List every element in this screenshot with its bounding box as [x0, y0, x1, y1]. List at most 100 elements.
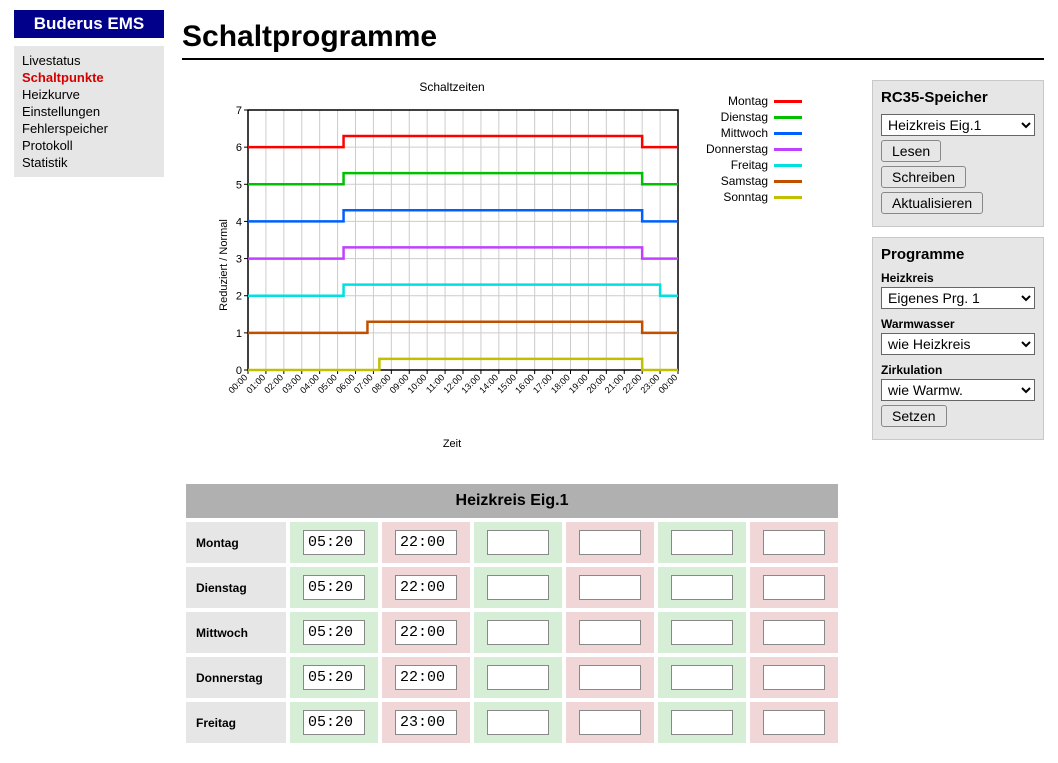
day-cell: Montag: [186, 522, 286, 563]
time-input[interactable]: [579, 620, 641, 645]
svg-text:13:00: 13:00: [459, 372, 482, 395]
time-input[interactable]: [763, 710, 825, 735]
svg-text:21:00: 21:00: [603, 372, 626, 395]
time-input[interactable]: [671, 575, 733, 600]
on-cell: [474, 612, 562, 653]
zirkulation-select[interactable]: wie Warmw.: [881, 379, 1035, 401]
time-input[interactable]: [671, 665, 733, 690]
schedule-table: Heizkreis Eig.1MontagDienstagMittwochDon…: [182, 480, 842, 747]
off-cell: [382, 702, 470, 743]
time-input[interactable]: [487, 665, 549, 690]
svg-text:10:00: 10:00: [406, 372, 429, 395]
off-cell: [566, 612, 654, 653]
off-cell: [382, 522, 470, 563]
legend-item: Mittwoch: [706, 126, 802, 140]
svg-text:07:00: 07:00: [352, 372, 375, 395]
rc35-select[interactable]: Heizkreis Eig.1: [881, 114, 1035, 136]
svg-text:22:00: 22:00: [621, 372, 644, 395]
svg-text:06:00: 06:00: [334, 372, 357, 395]
chart-x-label: Zeit: [212, 438, 692, 450]
nav-menu: LivestatusSchaltpunkteHeizkurveEinstellu…: [14, 46, 164, 177]
svg-text:01:00: 01:00: [244, 372, 267, 395]
svg-text:02:00: 02:00: [262, 372, 285, 395]
time-input[interactable]: [303, 710, 365, 735]
sidebar: Buderus EMS LivestatusSchaltpunkteHeizku…: [14, 10, 164, 177]
time-input[interactable]: [763, 530, 825, 555]
svg-text:14:00: 14:00: [477, 372, 500, 395]
schreiben-button[interactable]: Schreiben: [881, 166, 966, 188]
nav-item-protokoll[interactable]: Protokoll: [22, 137, 156, 154]
svg-text:11:00: 11:00: [424, 372, 447, 395]
on-cell: [290, 567, 378, 608]
time-input[interactable]: [671, 710, 733, 735]
on-cell: [290, 702, 378, 743]
time-input[interactable]: [303, 575, 365, 600]
time-input[interactable]: [763, 620, 825, 645]
nav-item-fehlerspeicher[interactable]: Fehlerspeicher: [22, 120, 156, 137]
svg-text:00:00: 00:00: [226, 372, 249, 395]
time-input[interactable]: [395, 620, 457, 645]
nav-item-heizkurve[interactable]: Heizkurve: [22, 86, 156, 103]
svg-text:3: 3: [236, 254, 242, 266]
time-input[interactable]: [487, 575, 549, 600]
time-input[interactable]: [487, 710, 549, 735]
legend-item: Donnerstag: [706, 142, 802, 156]
rc35-panel: RC35-Speicher Heizkreis Eig.1 Lesen Schr…: [872, 80, 1044, 227]
page-title: Schaltprogramme: [182, 20, 1044, 54]
warmwasser-label: Warmwasser: [881, 317, 1035, 331]
time-input[interactable]: [303, 620, 365, 645]
svg-text:23:00: 23:00: [638, 372, 661, 395]
off-cell: [566, 702, 654, 743]
day-cell: Freitag: [186, 702, 286, 743]
time-input[interactable]: [303, 665, 365, 690]
time-input[interactable]: [395, 575, 457, 600]
time-input[interactable]: [763, 575, 825, 600]
legend-item: Sonntag: [706, 190, 802, 204]
off-cell: [750, 567, 838, 608]
time-input[interactable]: [579, 665, 641, 690]
legend-item: Samstag: [706, 174, 802, 188]
off-cell: [566, 567, 654, 608]
on-cell: [474, 657, 562, 698]
setzen-button[interactable]: Setzen: [881, 405, 947, 427]
time-input[interactable]: [579, 710, 641, 735]
title-rule: [182, 58, 1044, 60]
time-input[interactable]: [487, 530, 549, 555]
time-input[interactable]: [395, 665, 457, 690]
heizkreis-select[interactable]: Eigenes Prg. 1: [881, 287, 1035, 309]
off-cell: [750, 702, 838, 743]
time-input[interactable]: [303, 530, 365, 555]
svg-text:04:00: 04:00: [298, 372, 321, 395]
time-input[interactable]: [487, 620, 549, 645]
time-input[interactable]: [579, 530, 641, 555]
nav-item-statistik[interactable]: Statistik: [22, 154, 156, 171]
nav-item-schaltpunkte[interactable]: Schaltpunkte: [22, 69, 156, 86]
time-input[interactable]: [395, 710, 457, 735]
off-cell: [750, 522, 838, 563]
table-row: Montag: [186, 522, 838, 563]
nav-item-livestatus[interactable]: Livestatus: [22, 52, 156, 69]
table-row: Dienstag: [186, 567, 838, 608]
svg-text:5: 5: [236, 179, 242, 191]
time-input[interactable]: [579, 575, 641, 600]
time-input[interactable]: [395, 530, 457, 555]
day-cell: Dienstag: [186, 567, 286, 608]
warmwasser-select[interactable]: wie Heizkreis: [881, 333, 1035, 355]
svg-text:09:00: 09:00: [388, 372, 411, 395]
on-cell: [474, 702, 562, 743]
off-cell: [566, 522, 654, 563]
nav-item-einstellungen[interactable]: Einstellungen: [22, 103, 156, 120]
chart-y-label: Reduziert / Normal: [218, 219, 230, 311]
svg-text:00:00: 00:00: [656, 372, 679, 395]
zirkulation-label: Zirkulation: [881, 363, 1035, 377]
chart-legend: MontagDienstagMittwochDonnerstagFreitagS…: [706, 94, 802, 206]
svg-text:1: 1: [236, 328, 242, 340]
svg-text:18:00: 18:00: [549, 372, 572, 395]
time-input[interactable]: [671, 530, 733, 555]
time-input[interactable]: [671, 620, 733, 645]
aktualisieren-button[interactable]: Aktualisieren: [881, 192, 983, 214]
off-cell: [382, 612, 470, 653]
on-cell: [658, 567, 746, 608]
time-input[interactable]: [763, 665, 825, 690]
lesen-button[interactable]: Lesen: [881, 140, 941, 162]
